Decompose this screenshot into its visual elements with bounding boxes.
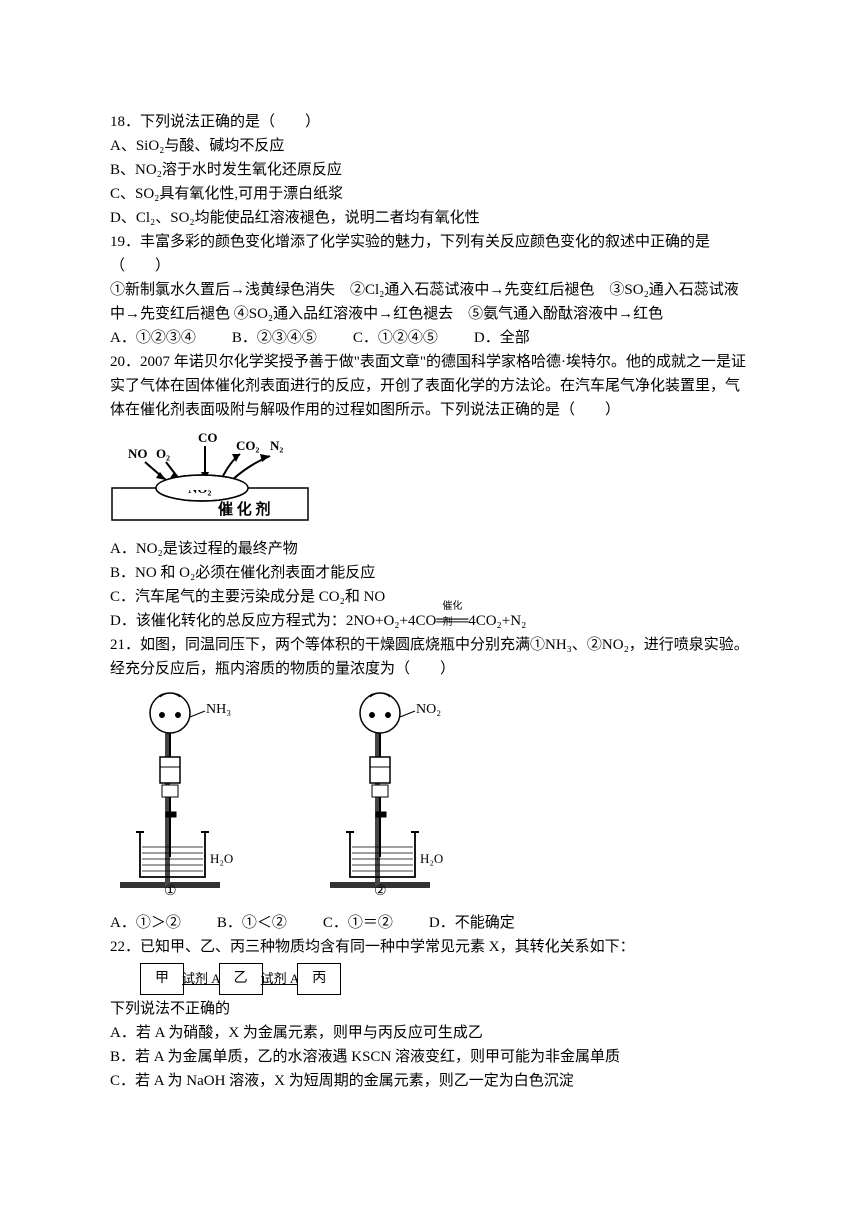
fountain-1: NH₃ H₂O ① [110, 687, 260, 905]
q18-stem: 18．下列说法正确的是（ ） [110, 110, 750, 134]
q20-opt-c: C．汽车尾气的主要污染成分是 CO₂和 NO [110, 585, 750, 609]
box-yi: 乙 [219, 963, 263, 995]
label-o2: O₂ [156, 446, 170, 461]
q19-opt-d: D．全部 [474, 326, 530, 350]
q18-opt-a: A、SiO₂与酸、碱均不反应 [110, 134, 750, 158]
q19-opt-a: A．①②③④ [110, 326, 196, 350]
q21-opt-b: B．①＜② [217, 911, 287, 935]
q19-stem: 19．丰富多彩的颜色变化增添了化学实验的魅力，下列有关反应颜色变化的叙述中正确的… [110, 230, 750, 278]
box-bing: 丙 [297, 963, 341, 995]
q22-sub: 下列说法不正确的 [110, 997, 750, 1021]
q21-opt-d: D．不能确定 [429, 911, 515, 935]
label-n2: N₂ [270, 438, 283, 453]
label-no: NO [128, 446, 148, 461]
fountain-2: NO₂ H₂O ② [320, 687, 470, 905]
exam-page: 18．下列说法正确的是（ ） A、SiO₂与酸、碱均不反应 B、NO₂溶于水时发… [0, 0, 860, 1216]
q21-opt-a: A．①＞② [110, 911, 181, 935]
q18-opt-d: D、Cl₂、SO₂均能使品红溶液褪色，说明二者均有氧化性 [110, 206, 750, 230]
catalyst-label: 催 化 剂 [218, 500, 271, 518]
q20-opt-a: A．NO₂是该过程的最终产物 [110, 537, 750, 561]
q22-boxes: 甲 试剂 A 乙 试剂 A 丙 [140, 963, 750, 995]
q20-diagram: NO O₂ CO CO₂ N₂ NO₂ 催 化 剂 [110, 428, 310, 531]
label-co: CO [198, 430, 218, 445]
water2-label: H₂O [420, 851, 443, 866]
q19-body: ①新制氯水久置后→浅黄绿色消失 ②Cl₂通入石蕊试液中→先变红后褪色 ③SO₂通… [110, 278, 750, 326]
q22-opt-a: A．若 A 为硝酸，X 为金属元素，则甲与丙反应可生成乙 [110, 1021, 750, 1045]
arrow2-label: 试剂 A [261, 969, 300, 990]
q19-opt-c: C．①②④⑤ [353, 326, 438, 350]
q21-stem: 21．如图，同温同压下，两个等体积的干燥圆底烧瓶中分别充满①NH₃、②NO₂，进… [110, 633, 750, 681]
q19-options: A．①②③④ B．②③④⑤ C．①②④⑤ D．全部 [110, 326, 750, 350]
q18-opt-b: B、NO₂溶于水时发生氧化还原反应 [110, 158, 750, 182]
q18-opt-c: C、SO₂具有氧化性,可用于漂白纸浆 [110, 182, 750, 206]
q22-opt-c: C．若 A 为 NaOH 溶液，X 为短周期的金属元素，则乙一定为白色沉淀 [110, 1069, 750, 1093]
num1-label: ① [164, 884, 177, 897]
gas2-label: NO₂ [416, 702, 441, 717]
q21-diagrams: NH₃ H₂O ① [110, 687, 750, 905]
q20-stem: 20．2007 年诺贝尔化学奖授予善于做"表面文章"的德国科学家格哈德·埃特尔。… [110, 350, 750, 422]
q19-opt-b: B．②③④⑤ [232, 326, 317, 350]
water1-label: H₂O [210, 851, 233, 866]
label-co2: CO₂ [236, 438, 260, 453]
q21-options: A．①＞② B．①＜② C．①＝② D．不能确定 [110, 911, 750, 935]
q22-opt-b: B．若 A 为金属单质，乙的水溶液遇 KSCN 溶液变红，则甲可能为非金属单质 [110, 1045, 750, 1069]
gas1-label: NH₃ [206, 702, 231, 717]
q22-stem: 22．已知甲、乙、丙三种物质均含有同一种中学常见元素 X，其转化关系如下： [110, 935, 750, 959]
box-jia: 甲 [140, 963, 184, 995]
arrow1-label: 试剂 A [182, 969, 221, 990]
q21-opt-c: C．①＝② [323, 911, 393, 935]
num2-label: ② [374, 884, 387, 897]
q20-opt-d: D．该催化转化的总反应方程式为：2NO+O₂+4CO催化剂═══4CO₂+N₂ [110, 609, 750, 633]
q20-opt-b: B．NO 和 O₂必须在催化剂表面才能反应 [110, 561, 750, 585]
